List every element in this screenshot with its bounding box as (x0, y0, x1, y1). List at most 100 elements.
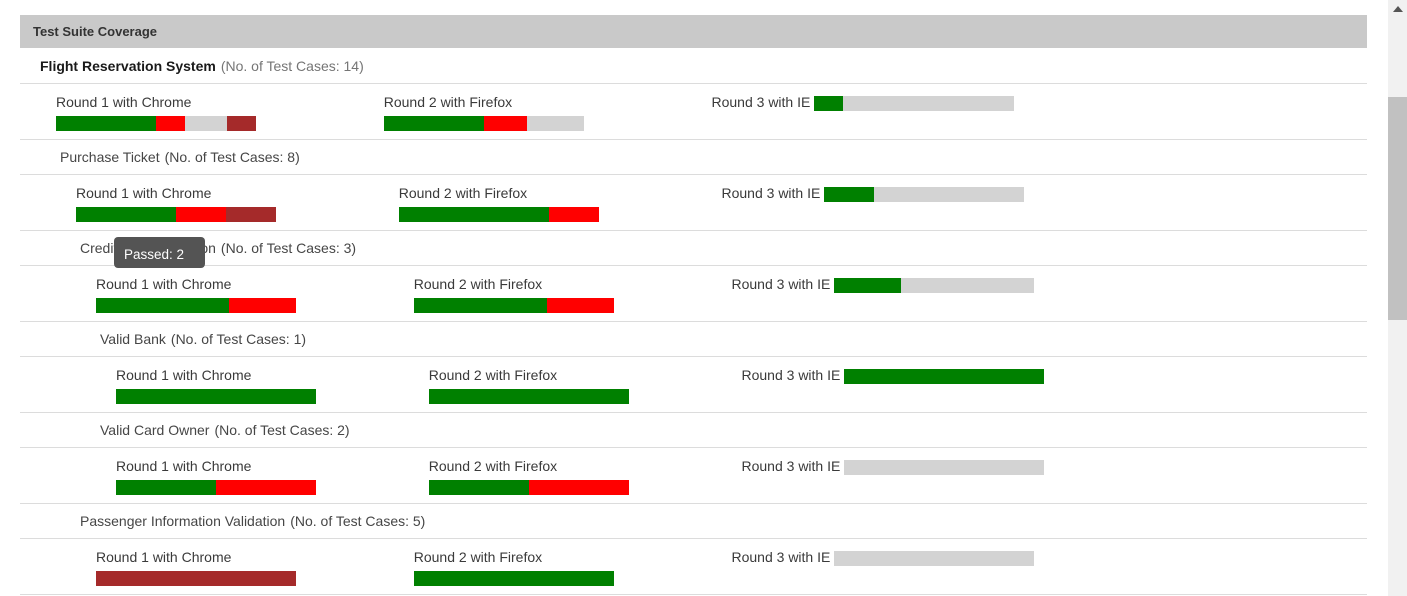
round-cell: Round 1 with Chrome (76, 183, 399, 230)
round-label: Round 1 with Chrome (76, 185, 212, 201)
round-label: Round 1 with Chrome (116, 367, 252, 383)
section-header: Test Suite Coverage (20, 15, 1367, 48)
round-cell: Round 1 with Chrome (116, 456, 429, 503)
passed-count-tooltip: Passed: 2 (114, 237, 205, 268)
round-cell: Round 2 with Firefox (383, 92, 712, 139)
round-label: Round 2 with Firefox (428, 458, 558, 474)
round-cell: Round 2 with Firefox (428, 365, 742, 412)
round-progress-bar[interactable] (428, 388, 629, 404)
bar-segment-notrun[interactable] (844, 459, 1045, 475)
suite-name: Valid Bank (100, 331, 166, 347)
round-progress-bar[interactable] (398, 206, 599, 222)
round-progress-bar[interactable] (834, 550, 1035, 566)
bar-segment-passed[interactable] (844, 368, 1045, 384)
suite-name: Purchase Ticket (60, 149, 160, 165)
round-progress-bar[interactable] (413, 570, 614, 586)
suite-name: Passenger Information Validation (80, 513, 286, 529)
bar-segment-failed[interactable] (483, 115, 527, 131)
bar-segment-passed[interactable] (428, 479, 529, 495)
suite-test-case-count: (No. of Test Cases: 8) (164, 149, 300, 165)
bar-segment-error[interactable] (96, 570, 296, 586)
round-progress-bar[interactable] (56, 115, 256, 131)
bar-segment-passed[interactable] (824, 186, 875, 202)
suite-name: Flight Reservation System (40, 57, 216, 74)
round-progress-bar[interactable] (116, 388, 316, 404)
bar-segment-passed[interactable] (76, 206, 176, 222)
round-label: Round 3 with IE (731, 549, 831, 565)
round-cell: Round 3 with IE (732, 547, 1050, 594)
round-cell: Round 2 with Firefox (413, 274, 732, 321)
bar-segment-passed[interactable] (834, 277, 901, 293)
round-label: Round 3 with IE (711, 94, 811, 110)
round-cell: Round 1 with Chrome (96, 547, 414, 594)
bar-segment-passed[interactable] (116, 479, 216, 495)
bar-segment-passed[interactable] (814, 95, 843, 111)
bar-segment-passed[interactable] (96, 297, 230, 313)
suite-test-case-count: (No. of Test Cases: 2) (214, 422, 350, 438)
scroll-up-button[interactable] (1388, 0, 1407, 17)
suite-rounds-row: Round 1 with Chrome Round 2 with Firefox… (20, 357, 1367, 413)
round-cell: Round 2 with Firefox (413, 547, 732, 594)
round-progress-bar[interactable] (76, 206, 276, 222)
bar-segment-notrun[interactable] (834, 550, 1035, 566)
coverage-report: Test Suite Coverage Flight Reservation S… (20, 15, 1367, 595)
round-cell: Round 2 with Firefox (428, 456, 742, 503)
round-label: Round 3 with IE (731, 276, 831, 292)
round-label: Round 3 with IE (721, 185, 821, 201)
suite-title-row: Flight Reservation System (No. of Test C… (20, 48, 1367, 84)
round-progress-bar[interactable] (834, 277, 1035, 293)
round-progress-bar[interactable] (814, 95, 1015, 111)
bar-segment-passed[interactable] (116, 388, 316, 404)
bar-segment-passed[interactable] (413, 297, 548, 313)
bar-segment-failed[interactable] (216, 479, 316, 495)
bar-segment-error[interactable] (226, 206, 276, 222)
round-cell: Round 3 with IE (722, 183, 1045, 230)
round-cell: Round 3 with IE (732, 274, 1050, 321)
bar-segment-notrun[interactable] (184, 115, 228, 131)
round-progress-bar[interactable] (844, 368, 1045, 384)
round-cell: Round 1 with Chrome (116, 365, 429, 412)
report-body: Flight Reservation System (No. of Test C… (20, 48, 1367, 595)
bar-segment-passed[interactable] (428, 388, 629, 404)
vertical-scrollbar[interactable] (1388, 0, 1407, 596)
bar-segment-failed[interactable] (176, 206, 226, 222)
bar-segment-passed[interactable] (413, 570, 614, 586)
round-cell: Round 2 with Firefox (398, 183, 722, 230)
round-label: Round 2 with Firefox (428, 367, 558, 383)
suite-rounds-row: Round 1 with Chrome Round 2 with Firefox… (20, 539, 1367, 595)
suite-rounds-row: Round 1 with Chrome Round 2 with Firefox… (20, 448, 1367, 504)
round-progress-bar[interactable] (844, 459, 1045, 475)
tooltip-text: Passed: 2 (124, 247, 185, 262)
round-label: Round 2 with Firefox (413, 549, 543, 565)
round-progress-bar[interactable] (824, 186, 1025, 202)
scrollbar-thumb[interactable] (1388, 97, 1407, 320)
bar-segment-notrun[interactable] (526, 115, 584, 131)
round-cell: Round 1 with Chrome (56, 92, 384, 139)
round-progress-bar[interactable] (383, 115, 584, 131)
suite-title-row: Valid Bank (No. of Test Cases: 1) (20, 322, 1367, 357)
round-label: Round 2 with Firefox (398, 185, 528, 201)
round-progress-bar[interactable] (96, 570, 296, 586)
round-cell: Round 1 with Chrome (96, 274, 414, 321)
bar-segment-failed[interactable] (548, 206, 599, 222)
bar-segment-passed[interactable] (398, 206, 549, 222)
round-cell: Round 3 with IE (712, 92, 1040, 139)
round-label: Round 1 with Chrome (96, 276, 232, 292)
round-progress-bar[interactable] (116, 479, 316, 495)
bar-segment-error[interactable] (227, 115, 256, 131)
round-progress-bar[interactable] (428, 479, 629, 495)
bar-segment-failed[interactable] (229, 297, 296, 313)
bar-segment-failed[interactable] (156, 115, 185, 131)
bar-segment-notrun[interactable] (842, 95, 1015, 111)
round-label: Round 2 with Firefox (413, 276, 543, 292)
bar-segment-passed[interactable] (56, 115, 156, 131)
bar-segment-failed[interactable] (528, 479, 629, 495)
bar-segment-failed[interactable] (547, 297, 614, 313)
round-progress-bar[interactable] (413, 297, 614, 313)
round-progress-bar[interactable] (96, 297, 296, 313)
bar-segment-passed[interactable] (383, 115, 484, 131)
bar-segment-notrun[interactable] (900, 277, 1035, 293)
round-label: Round 3 with IE (741, 458, 841, 474)
bar-segment-notrun[interactable] (874, 186, 1025, 202)
